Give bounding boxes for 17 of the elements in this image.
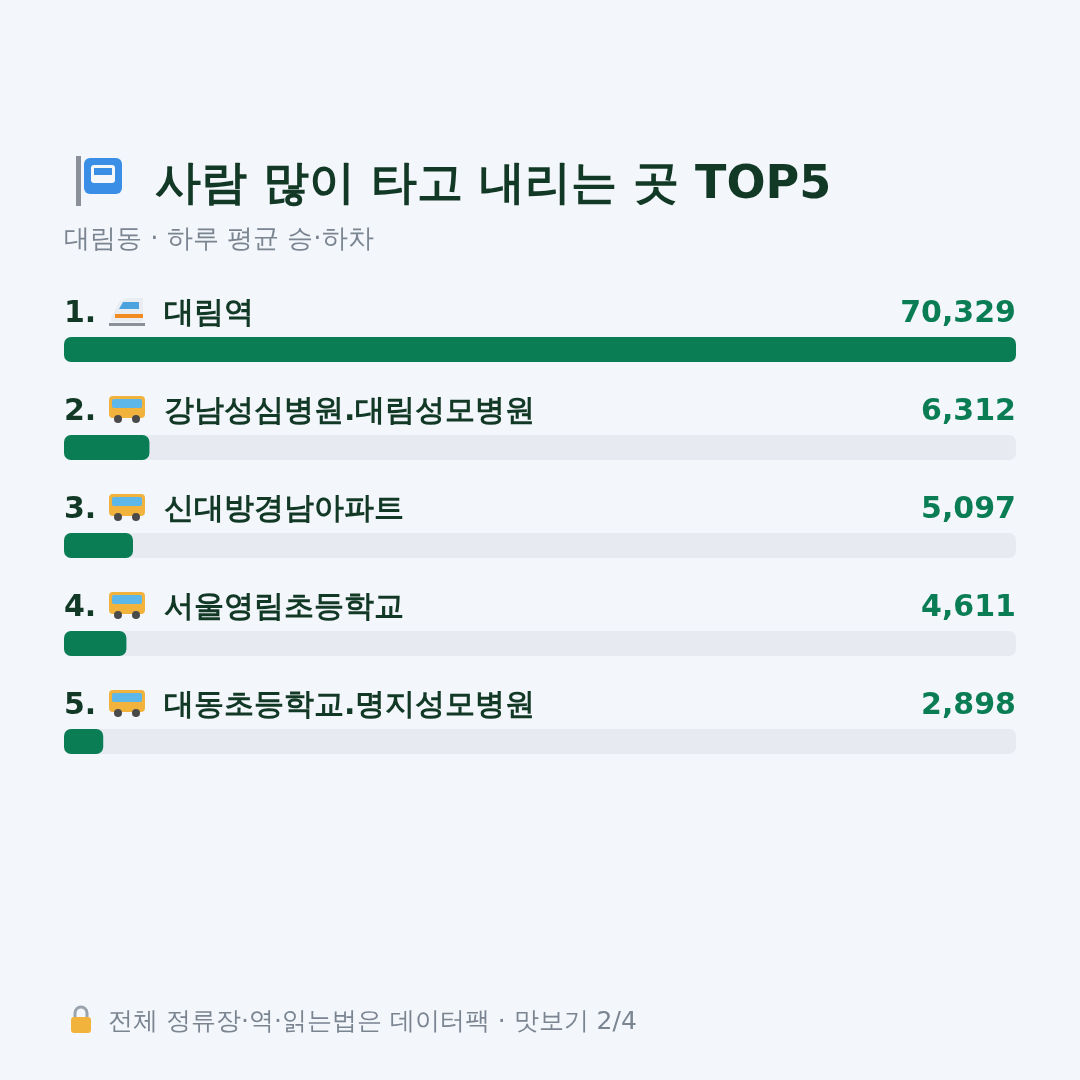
- category-label: 1. 대림역: [64, 294, 254, 329]
- data-label: 2,898: [921, 686, 1016, 721]
- chart-subtitle: 대림동 · 하루 평균 승·하차: [64, 223, 374, 253]
- text: 전체 정류장·역·읽는법은 데이터팩 · 맛보기 2/4: [108, 1006, 637, 1035]
- data-label: 6,312: [921, 392, 1016, 427]
- data-label: 70,329: [900, 294, 1016, 329]
- category-label: 5. 대동초등학교.명지성모병원: [64, 686, 536, 721]
- bar: [64, 435, 150, 460]
- category-label: 3. 신대방경남아파트: [64, 490, 404, 525]
- category-label: 2. 강남성심병원.대림성모병원: [64, 392, 536, 427]
- bar: [64, 729, 104, 754]
- chart-title: 사람 많이 타고 내리는 곳 TOP5: [155, 155, 832, 209]
- data-label: 5,097: [921, 490, 1016, 525]
- bar: [64, 631, 127, 656]
- bar: [64, 533, 133, 558]
- data-label: 4,611: [921, 588, 1016, 623]
- category-label: 4. 서울영림초등학교: [64, 588, 404, 623]
